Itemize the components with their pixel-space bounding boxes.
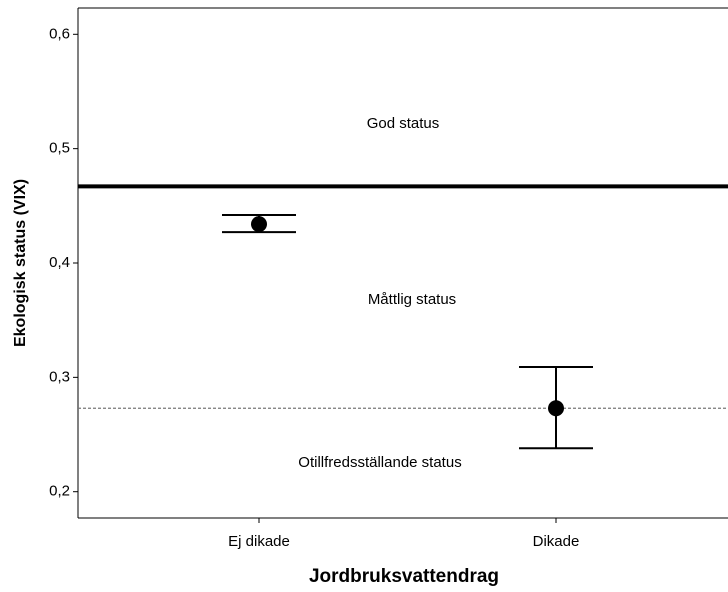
annotation: Otillfredsställande status <box>298 454 461 471</box>
x-axis-label: Jordbruksvattendrag <box>309 566 499 587</box>
x-tick-label: Ej dikade <box>228 533 290 550</box>
y-tick-label: 0,6 <box>49 25 70 42</box>
x-tick-label: Dikade <box>533 533 580 550</box>
y-axis-label: Ekologisk status (VIX) <box>12 179 29 347</box>
y-tick-label: 0,3 <box>49 368 70 385</box>
mean-point <box>251 216 267 233</box>
annotation: Måttlig status <box>368 291 456 308</box>
y-tick-label: 0,5 <box>49 140 70 157</box>
y-tick-label: 0,4 <box>49 254 70 271</box>
y-tick-label: 0,2 <box>49 483 70 500</box>
annotation: God status <box>367 115 440 132</box>
mean-point <box>548 400 564 417</box>
